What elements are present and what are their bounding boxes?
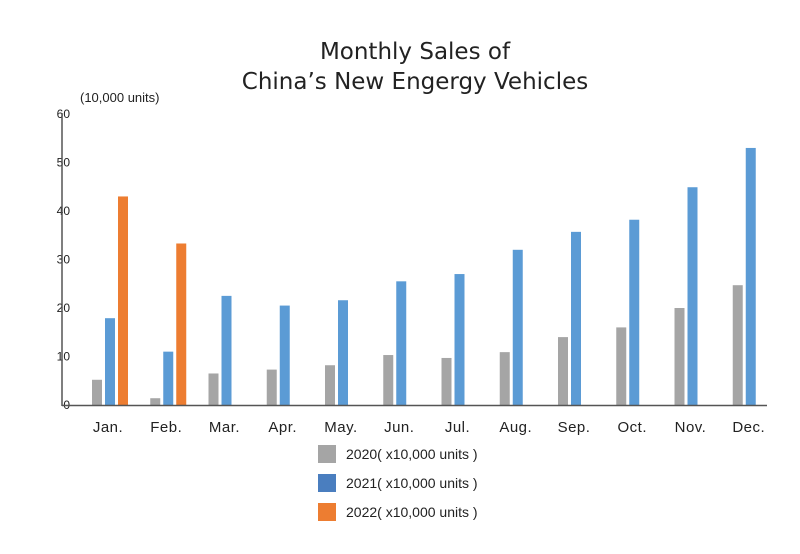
bar-2021-mar [221,295,232,405]
bar-2021-oct [629,219,640,405]
bar-2021-may [338,300,348,405]
x-tick-label: Nov. [675,419,707,436]
bar-2020-jun [383,355,394,405]
y-tick-label: 10 [57,350,71,364]
bar-2021-jun [396,281,407,405]
x-tick-label: Jul. [445,419,470,436]
y-tick-label: 30 [57,253,71,267]
bar-2022-jan [118,196,128,405]
y-tick-label: 20 [57,301,71,315]
x-tick-label: Oct. [617,419,647,436]
bar-2022-feb [176,243,187,405]
bar-2020-oct [616,327,627,405]
legend-swatch [318,503,336,521]
bar-2021-jul [454,274,465,405]
legend-label: 2021( x10,000 units ) [346,475,478,491]
bar-2021-nov [687,187,698,405]
bar-2020-mar [208,373,219,405]
bar-2021-feb [163,351,174,405]
x-tick-label: May. [324,419,357,436]
bar-2020-apr [266,369,277,405]
y-axis-label: (10,000 units) [80,90,160,105]
bar-2020-nov [674,308,685,405]
bar-2021-aug [512,249,523,405]
y-tick-label: 40 [57,204,71,218]
bar-2020-jan [92,379,102,405]
chart-title-line-1: Monthly Sales of [320,39,511,65]
y-tick-label: 60 [57,107,71,121]
x-tick-label: Jun. [384,419,414,436]
bar-2020-may [325,365,335,405]
bar-2021-dec [745,147,756,405]
legend-swatch [318,445,336,463]
x-tick-label: Mar. [209,419,240,436]
legend-label: 2020( x10,000 units ) [346,446,478,462]
bar-2021-jan [105,318,115,405]
chart-title-line-2: China’s New Engergy Vehicles [242,69,588,95]
bar-2020-jul [441,357,452,405]
bar-2021-sep [571,231,581,405]
bar-2021-apr [279,305,290,405]
legend-swatch [318,474,336,492]
bar-2020-sep [558,337,568,405]
x-tick-label: Sep. [558,419,591,436]
x-tick-label: Dec. [732,419,765,436]
bar-2020-aug [499,352,510,405]
x-tick-label: Jan. [93,419,123,436]
x-tick-label: Apr. [268,419,297,436]
x-tick-label: Aug. [499,419,532,436]
y-tick-label: 50 [57,156,71,170]
x-tick-label: Feb. [150,419,182,436]
bar-2020-dec [732,285,743,405]
legend-label: 2022( x10,000 units ) [346,504,478,520]
bar-2020-feb [150,398,161,405]
